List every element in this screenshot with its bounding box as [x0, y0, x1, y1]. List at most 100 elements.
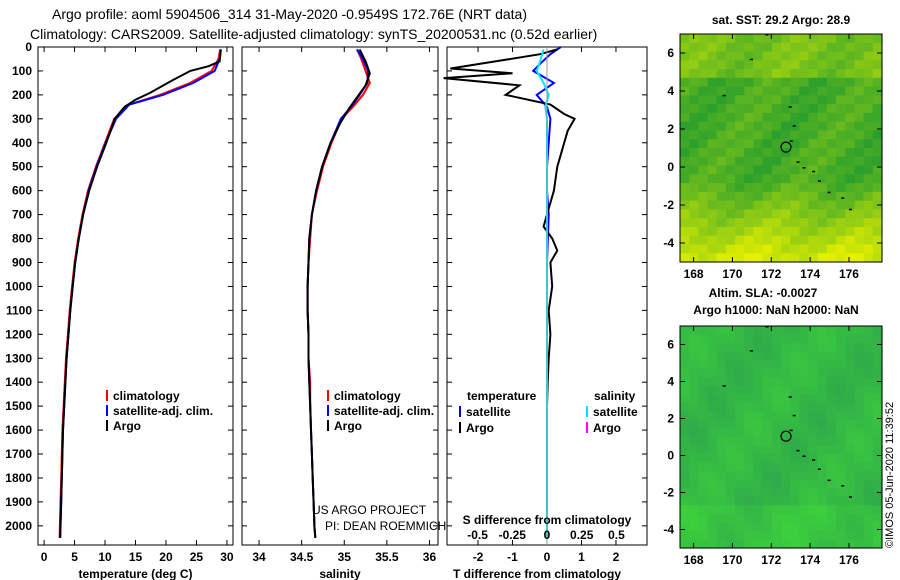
map-cell	[817, 77, 828, 88]
map-cell	[744, 351, 755, 361]
x-tick-label: 10	[98, 550, 112, 564]
map-cell	[826, 419, 837, 429]
map-cell	[762, 513, 773, 523]
map-cell	[725, 139, 736, 149]
map-cell	[845, 148, 856, 158]
map-cell	[744, 402, 755, 412]
map-cell	[725, 244, 736, 254]
map-cell	[689, 437, 699, 447]
map-cell	[863, 112, 874, 123]
map-cell	[845, 496, 856, 506]
map-cell	[799, 86, 810, 96]
map-cell	[799, 334, 810, 344]
map-cell	[707, 462, 718, 472]
map-cell	[845, 200, 856, 210]
map-cell	[790, 479, 800, 489]
map-cell	[680, 183, 690, 193]
map-cell	[845, 244, 856, 254]
map-cell	[689, 69, 699, 79]
map-cell	[771, 42, 782, 53]
map-cell	[689, 148, 699, 158]
map-cell	[716, 104, 727, 114]
map-cell	[863, 148, 874, 158]
map-y-tick-label: 2	[667, 412, 674, 426]
map-cell	[744, 326, 755, 336]
map-cell	[753, 343, 764, 353]
map-cell	[799, 218, 810, 228]
map-cell	[716, 139, 727, 149]
map-cell	[698, 112, 709, 123]
map-cell	[817, 411, 828, 421]
map-y-tick-label: 6	[667, 338, 674, 352]
map-cell	[817, 209, 828, 219]
map-cell	[689, 183, 699, 193]
map-cell	[781, 130, 791, 140]
map-cell	[826, 377, 837, 387]
map-cell	[817, 156, 828, 167]
map-cell	[707, 42, 718, 53]
map-cell	[680, 437, 690, 447]
map-cell	[698, 148, 709, 158]
map-cell	[689, 86, 699, 96]
island-mark	[792, 125, 796, 127]
map-cell	[863, 86, 874, 96]
map-cell	[725, 428, 736, 438]
map-cell	[716, 479, 727, 489]
map-cell	[790, 428, 800, 438]
map-cell	[799, 191, 810, 202]
map-cell	[762, 402, 773, 412]
map-cell	[790, 69, 800, 79]
map-cell	[771, 454, 782, 464]
project-credit: US ARGO PROJECT	[312, 503, 427, 517]
map-cell	[771, 360, 782, 370]
map-cell	[762, 95, 773, 105]
map-cell	[762, 34, 773, 44]
map-cell	[826, 360, 837, 370]
map-cell	[744, 77, 755, 88]
map-cell	[808, 174, 819, 184]
map-cell	[854, 69, 865, 79]
map-cell	[762, 522, 773, 532]
map-cell	[836, 385, 846, 395]
map-cell	[707, 130, 718, 140]
map-cell	[808, 51, 819, 61]
map-cell	[771, 471, 782, 481]
map-cell	[771, 174, 782, 184]
map-cell	[808, 360, 819, 370]
map-x-tick-label: 168	[684, 267, 704, 281]
map-cell	[817, 462, 828, 472]
map-cell	[790, 522, 800, 532]
map-cell	[836, 183, 846, 193]
map-cell	[854, 200, 865, 210]
map-cell	[716, 326, 727, 336]
map-cell	[771, 530, 782, 540]
map-cell	[689, 42, 699, 53]
x-axis-label: salinity	[319, 567, 361, 580]
map-cell	[808, 462, 819, 472]
map-cell	[799, 244, 810, 254]
map-cell	[725, 437, 736, 447]
map-cell	[799, 462, 810, 472]
map-cell	[725, 112, 736, 123]
map-cell	[817, 69, 828, 79]
x-tick-label: -1	[507, 550, 518, 564]
map-cell	[790, 488, 800, 498]
map-cell	[845, 394, 856, 404]
map-cell	[753, 419, 764, 429]
map-cell	[854, 226, 865, 237]
map-cell	[725, 351, 736, 361]
map-cell	[781, 200, 791, 210]
map-cell	[781, 419, 791, 429]
map-cell	[836, 411, 846, 421]
map-cell	[707, 445, 718, 455]
map-cell	[753, 368, 764, 378]
map-cell	[790, 209, 800, 219]
map-cell	[698, 445, 709, 455]
map-cell	[808, 95, 819, 105]
map-cell	[716, 488, 727, 498]
map-cell	[762, 488, 773, 498]
map-cell	[771, 385, 782, 395]
map-cell	[790, 139, 800, 149]
map-cell	[863, 244, 874, 254]
map-cell	[753, 513, 764, 523]
